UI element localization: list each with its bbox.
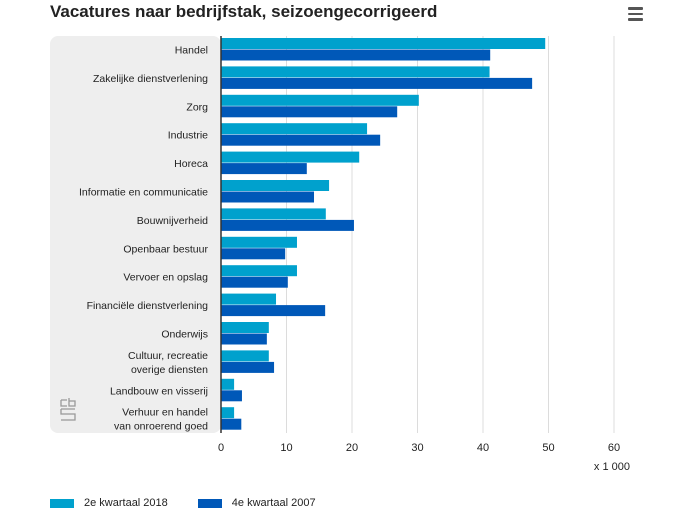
bar bbox=[221, 49, 491, 61]
legend-label-2018: 2e kwartaal 2018 bbox=[84, 497, 168, 509]
category-label: Cultuur, recreatie bbox=[128, 350, 208, 362]
category-label: Zakelijke dienstverlening bbox=[93, 73, 208, 85]
bar bbox=[221, 236, 297, 248]
bar bbox=[221, 333, 267, 345]
category-label: Horeca bbox=[174, 158, 208, 170]
bar bbox=[221, 163, 307, 175]
bar bbox=[221, 418, 242, 430]
category-label: Openbaar bestuur bbox=[123, 243, 208, 255]
category-label: Financiële dienstverlening bbox=[87, 300, 209, 312]
x-tick-label: 40 bbox=[477, 442, 489, 454]
bar bbox=[221, 77, 533, 89]
category-label: Industrie bbox=[168, 130, 208, 142]
bar bbox=[221, 361, 275, 373]
x-tick-label: 60 bbox=[608, 442, 620, 454]
bar bbox=[221, 94, 419, 106]
legend-swatch-2018 bbox=[50, 498, 74, 508]
category-panel bbox=[50, 36, 221, 433]
bar bbox=[221, 407, 235, 419]
bar bbox=[221, 378, 235, 390]
bar bbox=[221, 305, 326, 317]
cbs-logo-icon bbox=[60, 398, 76, 421]
bar bbox=[221, 322, 269, 333]
bar bbox=[221, 38, 546, 49]
bar bbox=[221, 180, 330, 191]
x-tick-label: 50 bbox=[542, 442, 554, 454]
bar bbox=[221, 208, 326, 220]
category-label: Onderwijs bbox=[161, 329, 208, 341]
bar bbox=[221, 123, 368, 135]
x-tick-label: 30 bbox=[411, 442, 423, 454]
x-tick-label: 0 bbox=[218, 442, 224, 454]
menu-icon[interactable] bbox=[628, 7, 643, 24]
bar bbox=[221, 350, 269, 362]
bar bbox=[221, 293, 277, 305]
x-tick-label: 10 bbox=[280, 442, 292, 454]
bar bbox=[221, 219, 354, 231]
category-label: Landbouw en visserij bbox=[110, 385, 208, 397]
x-tick-label: 20 bbox=[346, 442, 358, 454]
bar bbox=[221, 265, 297, 277]
legend-swatch-2007 bbox=[197, 498, 222, 508]
bar bbox=[221, 134, 381, 146]
legend-item-2007[interactable]: 4e kwartaal 2007 bbox=[197, 497, 316, 509]
category-label: Verhuur en handel bbox=[122, 407, 208, 419]
category-label: Zorg bbox=[186, 101, 208, 113]
category-label: Handel bbox=[175, 45, 208, 57]
legend-label-2007: 4e kwartaal 2007 bbox=[231, 497, 316, 509]
legend-item-2018[interactable]: 2e kwartaal 2018 bbox=[50, 497, 168, 509]
category-label: overige diensten bbox=[131, 364, 208, 376]
category-label: Bouwnijverheid bbox=[137, 215, 208, 227]
bar bbox=[221, 248, 286, 260]
chart-title: Vacatures naar bedrijfstak, seizoengecor… bbox=[50, 2, 438, 21]
bar bbox=[221, 276, 288, 288]
x-axis-unit-label: x 1 000 bbox=[594, 461, 630, 473]
category-label: van onroerend goed bbox=[114, 421, 208, 433]
category-label: Vervoer en opslag bbox=[123, 272, 208, 284]
bar bbox=[221, 191, 315, 203]
category-label: Informatie en communicatie bbox=[79, 187, 208, 199]
bar bbox=[221, 106, 398, 118]
bar bbox=[221, 66, 490, 78]
bar bbox=[221, 390, 242, 402]
bar bbox=[221, 151, 360, 163]
